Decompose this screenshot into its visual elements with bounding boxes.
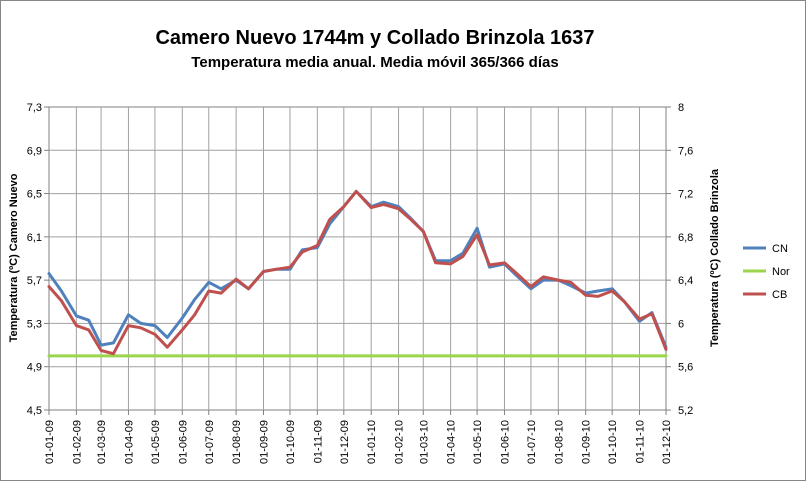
x-tick-label: 01-08-09 bbox=[231, 420, 243, 464]
plot-area bbox=[48, 106, 667, 411]
x-tick-label: 01-10-09 bbox=[285, 420, 297, 464]
x-tick-label: 01-05-10 bbox=[472, 420, 484, 464]
x-tick-label: 01-04-10 bbox=[446, 420, 458, 464]
y-tick-label: 5,7 bbox=[27, 275, 42, 287]
y2-tick-label: 7,2 bbox=[678, 189, 693, 201]
right-axis-label: Temperatura (ºC) Collado Brinzola bbox=[709, 168, 721, 347]
left-axis-label: Temperatura (ºC) Camero Nuevo bbox=[8, 173, 20, 342]
y2-tick-label: 8 bbox=[678, 102, 684, 114]
x-tick-label: 01-11-10 bbox=[635, 420, 647, 463]
legend-label-cn: CN bbox=[772, 243, 788, 255]
x-tick-label: 01-02-10 bbox=[394, 420, 406, 464]
left-axis-ticks: 4,5 4,9 5,3 5,7 6,1 6,5 6,9 7,3 bbox=[27, 102, 49, 417]
x-tick-label: 01-06-10 bbox=[499, 420, 511, 464]
x-tick-label: 01-10-10 bbox=[607, 420, 619, 464]
x-tick-label: 01-06-09 bbox=[177, 420, 189, 464]
x-tick-label: 01-11-09 bbox=[312, 420, 324, 463]
legend-label-cb: CB bbox=[772, 289, 787, 301]
x-tick-label: 01-07-09 bbox=[204, 420, 216, 464]
chart-title: Camero Nuevo 1744m y Collado Brinzola 16… bbox=[155, 27, 594, 49]
x-tick-label: 01-09-10 bbox=[581, 420, 593, 464]
x-tick-label: 01-02-09 bbox=[71, 420, 83, 464]
y2-tick-label: 5,6 bbox=[678, 362, 693, 374]
x-tick-label: 01-04-09 bbox=[123, 420, 135, 464]
x-tick-label: 01-12-10 bbox=[661, 420, 673, 464]
x-tick-label: 01-05-09 bbox=[150, 420, 162, 464]
y-tick-label: 6,5 bbox=[27, 189, 42, 201]
x-tick-label: 01-09-09 bbox=[258, 420, 270, 464]
y2-tick-label: 5,2 bbox=[678, 405, 693, 417]
y-tick-label: 6,1 bbox=[27, 232, 42, 244]
x-tick-label: 01-03-09 bbox=[96, 420, 108, 464]
y-tick-label: 5,3 bbox=[27, 318, 42, 330]
horizontal-gridlines bbox=[49, 149, 666, 368]
y2-tick-label: 7,6 bbox=[678, 145, 693, 157]
x-axis-ticks: 01-01-09 01-02-09 01-03-09 01-04-09 01-05-09… bbox=[44, 410, 673, 464]
series-line-cb bbox=[47, 189, 668, 356]
y2-tick-label: 6 bbox=[678, 318, 684, 330]
y-tick-label: 4,9 bbox=[27, 362, 42, 374]
y-tick-label: 4,5 bbox=[27, 405, 42, 417]
x-tick-label: 01-01-09 bbox=[44, 420, 56, 464]
y-tick-label: 7,3 bbox=[27, 102, 42, 114]
x-tick-label: 01-07-10 bbox=[526, 420, 538, 464]
legend: CN Nor CB bbox=[743, 243, 790, 301]
x-tick-label: 01-12-09 bbox=[339, 420, 351, 464]
y2-tick-label: 6,4 bbox=[678, 275, 693, 287]
x-tick-label: 01-01-10 bbox=[366, 420, 378, 464]
series-lines bbox=[47, 189, 668, 358]
y2-tick-label: 6,8 bbox=[678, 232, 693, 244]
right-axis-ticks: 5,2 5,6 6 6,4 6,8 7,2 7,6 8 bbox=[666, 102, 693, 417]
chart-subtitle: Temperatura media anual. Media móvil 365… bbox=[191, 54, 558, 71]
legend-label-nor: Nor bbox=[772, 266, 790, 278]
vertical-gridlines bbox=[75, 107, 641, 410]
x-tick-label: 01-03-10 bbox=[418, 420, 430, 464]
y-tick-label: 6,9 bbox=[27, 145, 42, 157]
x-tick-label: 01-08-10 bbox=[553, 420, 565, 464]
